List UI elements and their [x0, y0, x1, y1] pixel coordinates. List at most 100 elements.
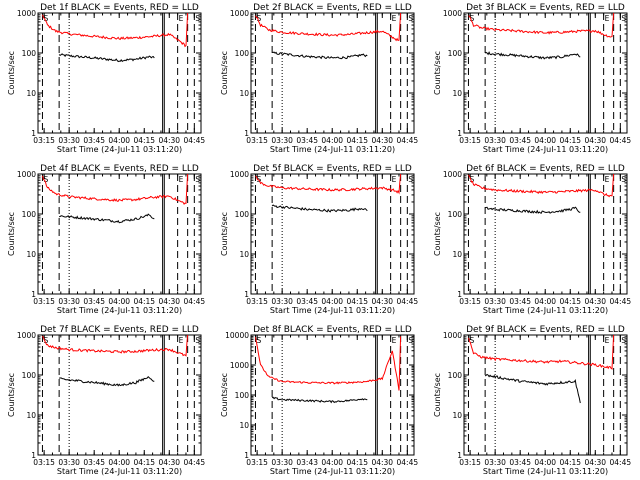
- y-tick-label: 1: [31, 129, 36, 138]
- y-axis-label: Counts/sec: [433, 373, 442, 417]
- y-tick-label: 1: [457, 290, 462, 299]
- x-tick-label: 03:30: [271, 458, 293, 467]
- x-tick-label: 04:00: [108, 297, 130, 306]
- y-tick-label: 100: [448, 371, 463, 380]
- marker-label: E: [605, 175, 610, 184]
- y-axis-label: Counts/sec: [7, 212, 16, 256]
- x-tick-label: 03:15: [33, 297, 55, 306]
- x-tick-label: 04:30: [371, 136, 393, 145]
- x-tick-label: 03:45: [509, 297, 531, 306]
- x-axis-label: Start Time (24-Jul-11 03:11:20): [483, 306, 608, 315]
- marker-label: E: [179, 14, 184, 23]
- x-tick-label: 04:15: [133, 458, 155, 467]
- x-tick-label: 03:45: [509, 458, 531, 467]
- x-tick-label: 04:00: [108, 136, 130, 145]
- marker-label: S: [43, 14, 48, 23]
- y-tick-label: 100: [235, 210, 250, 219]
- x-tick-label: 04:45: [610, 136, 632, 145]
- x-tick-label: 04:45: [184, 458, 206, 467]
- y-tick-label: 1: [244, 129, 249, 138]
- series-events-line: [59, 375, 155, 387]
- y-tick-label: 1000: [230, 9, 249, 18]
- plot-frame: [463, 334, 628, 456]
- y-axis-label: Counts/sec: [433, 51, 442, 95]
- marker-label: S: [621, 175, 626, 184]
- y-tick-label: 10: [452, 250, 462, 259]
- y-axis-label: Counts/sec: [220, 373, 229, 417]
- x-tick-label: 03:30: [58, 297, 80, 306]
- y-tick-label: 10: [239, 250, 249, 259]
- x-tick-label: 04:30: [158, 458, 180, 467]
- marker-label: S: [621, 14, 626, 23]
- plot-frame: [250, 173, 415, 295]
- marker-label: S: [469, 175, 474, 184]
- x-tick-label: 04:30: [158, 136, 180, 145]
- panel-8: Det 8f BLACK = Events, RED = LLD 1 10 100 10…: [220, 325, 418, 476]
- marker-label: S: [195, 175, 200, 184]
- x-tick-label: 03:15: [246, 136, 268, 145]
- x-tick-label: 03:15: [246, 297, 268, 306]
- y-axis-label: Counts/sec: [220, 51, 229, 95]
- marker-label: S: [469, 336, 474, 345]
- x-axis-label: Start Time (24-Jul-11 03:11:20): [57, 306, 182, 315]
- series-events-line: [271, 396, 368, 404]
- series-events-line: [484, 51, 581, 60]
- series-lld-line: [255, 336, 402, 391]
- x-tick-label: 03:30: [484, 136, 506, 145]
- marker-label: E: [392, 175, 397, 184]
- y-tick-label: 1000: [443, 9, 462, 18]
- chart-title: Det 1f BLACK = Events, RED = LLD: [40, 3, 199, 13]
- y-tick-label: 1: [244, 451, 249, 460]
- y-tick-label: 1000: [230, 361, 249, 370]
- x-tick-label: 03:30: [58, 458, 80, 467]
- x-tick-label: 03:15: [459, 136, 481, 145]
- y-tick-label: 1000: [17, 170, 36, 179]
- x-tick-label: 04:45: [397, 458, 419, 467]
- y-tick-label: 10: [239, 89, 249, 98]
- y-tick-label: 10: [452, 89, 462, 98]
- x-tick-label: 04:15: [133, 136, 155, 145]
- x-tick-label: 04:00: [534, 297, 556, 306]
- y-tick-label: 100: [235, 391, 250, 400]
- x-tick-label: 04:00: [321, 136, 343, 145]
- series-lld-line: [255, 173, 402, 195]
- marker-label: S: [621, 336, 626, 345]
- x-tick-label: 03:30: [484, 458, 506, 467]
- x-tick-label: 03:45: [509, 136, 531, 145]
- x-tick-label: 03:45: [296, 297, 318, 306]
- panel-6: Det 6f BLACK = Events, RED = LLD 1 10 100 10…: [433, 164, 631, 315]
- y-tick-label: 1000: [230, 170, 249, 179]
- y-tick-label: 100: [235, 49, 250, 58]
- y-tick-label: 10000: [225, 331, 249, 340]
- marker-label: E: [605, 336, 610, 345]
- plot-frame: [37, 12, 202, 134]
- x-tick-label: 03:30: [484, 297, 506, 306]
- marker-label: E: [605, 14, 610, 23]
- x-tick-label: 03:15: [33, 136, 55, 145]
- y-tick-label: 100: [22, 49, 37, 58]
- series-events-line: [271, 204, 368, 213]
- y-axis-label: Counts/sec: [220, 212, 229, 256]
- panel-4: Det 4f BLACK = Events, RED = LLD 1 10 100 10…: [7, 164, 205, 315]
- x-tick-label: 04:45: [610, 458, 632, 467]
- panel-2: Det 2f BLACK = Events, RED = LLD 1 10 100 10…: [220, 3, 418, 154]
- x-tick-label: 03:45: [83, 136, 105, 145]
- y-tick-label: 1000: [443, 331, 462, 340]
- y-tick-label: 1: [244, 290, 249, 299]
- panel-3: Det 3f BLACK = Events, RED = LLD 1 10 100 10…: [433, 3, 631, 154]
- x-axis-label: Start Time (24-Jul-11 03:11:20): [270, 467, 395, 476]
- x-tick-label: 04:00: [321, 297, 343, 306]
- y-axis-label: Counts/sec: [7, 51, 16, 95]
- panel-7: Det 7f BLACK = Events, RED = LLD 1 10 100 10…: [7, 325, 205, 476]
- x-axis-label: Start Time (24-Jul-11 03:11:20): [270, 306, 395, 315]
- chart-title: Det 2f BLACK = Events, RED = LLD: [253, 3, 412, 13]
- x-tick-label: 04:45: [397, 136, 419, 145]
- y-tick-label: 100: [22, 371, 37, 380]
- x-tick-label: 04:45: [397, 297, 419, 306]
- x-tick-label: 03:30: [271, 297, 293, 306]
- chart-title: Det 5f BLACK = Events, RED = LLD: [253, 164, 412, 174]
- y-axis-label: Counts/sec: [7, 373, 16, 417]
- x-axis-label: Start Time (24-Jul-11 03:11:20): [483, 145, 608, 154]
- marker-label: S: [195, 336, 200, 345]
- chart-title: Det 3f BLACK = Events, RED = LLD: [466, 3, 625, 13]
